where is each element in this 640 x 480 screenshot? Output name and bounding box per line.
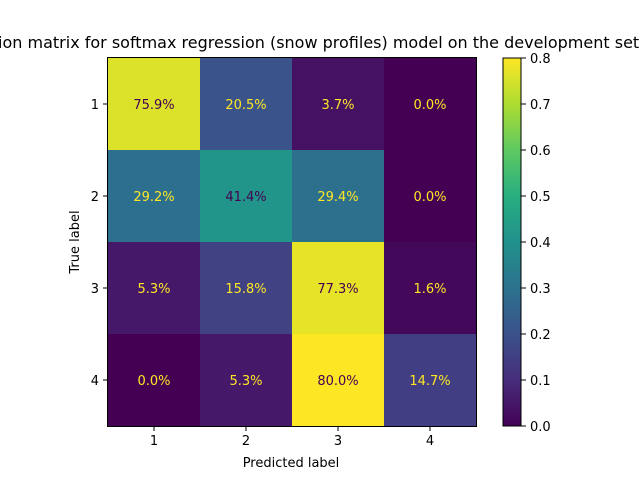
heatmap-cell-labels: 75.9% 20.5% 3.7% 0.0% 29.2% 41.4% 29.4% 0.0% 5.3… — [133, 98, 450, 389]
heatmap-cell — [200, 150, 293, 243]
y-tick-label: 4 — [91, 374, 99, 389]
cell-value-label: 29.2% — [133, 190, 174, 205]
cell-value-label: 1.6% — [413, 282, 446, 297]
colorbar-tick-label: 0.3 — [530, 282, 551, 297]
colorbar-ticks: 0.0 0.1 0.2 0.3 0.4 0.5 0.6 0.7 0.8 — [521, 52, 551, 435]
y-tick-label: 2 — [91, 190, 99, 205]
heatmap-frame — [107, 57, 477, 427]
heatmap-cell — [200, 242, 293, 335]
x-axis-label: Predicted label — [243, 456, 340, 471]
heatmap-cell — [108, 242, 201, 335]
chart-title: Confusion matrix for softmax regression … — [0, 33, 639, 52]
cell-value-label: 0.0% — [413, 98, 446, 113]
colorbar-tick-label: 0.0 — [530, 420, 551, 435]
heatmap-cell — [108, 58, 201, 151]
colorbar-tick-label: 0.8 — [530, 52, 551, 67]
colorbar-tick-label: 0.7 — [530, 98, 551, 113]
cell-value-label: 3.7% — [321, 98, 354, 113]
cell-value-label: 20.5% — [225, 98, 266, 113]
heatmap-cell — [108, 150, 201, 243]
x-tick-label: 2 — [242, 434, 250, 449]
cell-value-label: 5.3% — [137, 282, 170, 297]
colorbar-tick-label: 0.4 — [530, 236, 551, 251]
y-axis-label: True label — [68, 210, 83, 274]
cell-value-label: 0.0% — [413, 190, 446, 205]
cell-value-label: 14.7% — [409, 374, 450, 389]
heatmap-cells — [108, 58, 477, 427]
cell-value-label: 75.9% — [133, 98, 174, 113]
cell-value-label: 15.8% — [225, 282, 266, 297]
cell-value-label: 77.3% — [317, 282, 358, 297]
heatmap-cell — [108, 334, 201, 427]
heatmap-cell — [292, 58, 385, 151]
y-tick-label: 1 — [91, 98, 99, 113]
colorbar-tick-label: 0.6 — [530, 144, 551, 159]
cell-value-label: 41.4% — [225, 190, 266, 205]
heatmap-cell — [384, 150, 477, 243]
heatmap-cell — [384, 242, 477, 335]
x-tick-label: 3 — [334, 434, 342, 449]
heatmap-cell — [384, 334, 477, 427]
cell-value-label: 80.0% — [317, 374, 358, 389]
heatmap-cell — [292, 242, 385, 335]
x-axis-ticks: 1 2 3 4 — [150, 426, 434, 449]
heatmap-cell — [384, 58, 477, 151]
heatmap-cell — [200, 334, 293, 427]
heatmap-cell — [200, 58, 293, 151]
colorbar-tick-label: 0.1 — [530, 374, 551, 389]
cell-value-label: 5.3% — [229, 374, 262, 389]
colorbar — [502, 57, 522, 427]
colorbar-tick-label: 0.2 — [530, 328, 551, 343]
cell-value-label: 0.0% — [137, 374, 170, 389]
colorbar-tick-label: 0.5 — [530, 190, 551, 205]
cell-value-label: 29.4% — [317, 190, 358, 205]
x-tick-label: 4 — [426, 434, 434, 449]
x-tick-label: 1 — [150, 434, 158, 449]
y-tick-label: 3 — [91, 282, 99, 297]
y-axis-ticks: 1 2 3 4 — [91, 98, 108, 389]
heatmap-cell — [292, 334, 385, 427]
heatmap-cell — [292, 150, 385, 243]
